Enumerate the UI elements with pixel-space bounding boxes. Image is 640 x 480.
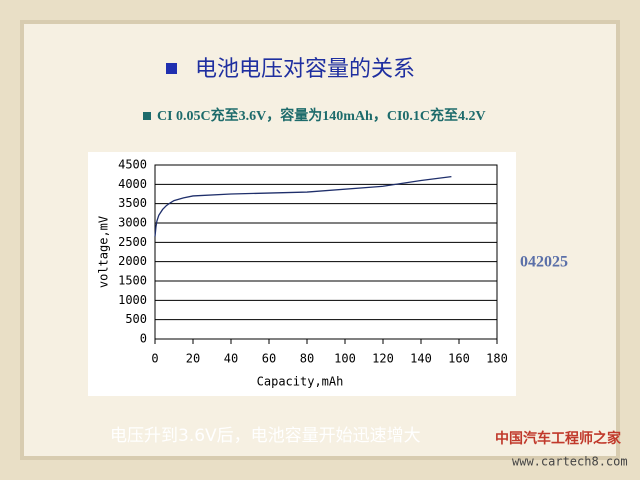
watermark: www.cartech8.com	[512, 455, 628, 469]
x-tick-label: 100	[334, 352, 356, 366]
x-tick-label: 60	[262, 352, 276, 366]
subtitle: CI 0.05C充至3.6V，容量为140mAh，CI0.1C充至4.2V	[157, 107, 486, 124]
y-tick-label: 3500	[118, 196, 147, 210]
plot-frame	[154, 164, 498, 340]
data-line	[154, 175, 452, 237]
y-tick-label: 3000	[118, 216, 147, 230]
x-tick-label: 140	[410, 352, 432, 366]
x-tick-label: 40	[224, 352, 238, 366]
y-tick-label: 500	[125, 312, 147, 326]
x-tick-label: 0	[151, 352, 158, 366]
y-tick-label: 1000	[118, 293, 147, 307]
x-tick-label: 20	[186, 352, 200, 366]
y-tick-label: 1500	[118, 274, 147, 288]
x-tick-label: 80	[300, 352, 314, 366]
x-tick-label: 180	[486, 352, 508, 366]
bullet	[143, 112, 151, 120]
bullet	[166, 63, 177, 74]
y-tick-label: 2500	[118, 235, 147, 249]
caption: 电压升到3.6V后，电池容量开始迅速增大	[110, 426, 421, 446]
y-tick-label: 4000	[118, 177, 147, 191]
title: 电池电压对容量的关系	[195, 57, 415, 82]
x-axis-label: Capacity,mAh	[257, 375, 344, 389]
annotation: 042025	[520, 254, 568, 271]
y-tick-label: 0	[140, 332, 147, 346]
y-tick-label: 2000	[118, 254, 147, 268]
x-tick-label: 120	[372, 352, 394, 366]
watermark: 中国汽车工程师之家	[495, 430, 622, 447]
y-tick-label: 4500	[118, 158, 147, 172]
y-axis-label: voltage,mV	[97, 216, 111, 288]
x-tick-label: 160	[448, 352, 470, 366]
